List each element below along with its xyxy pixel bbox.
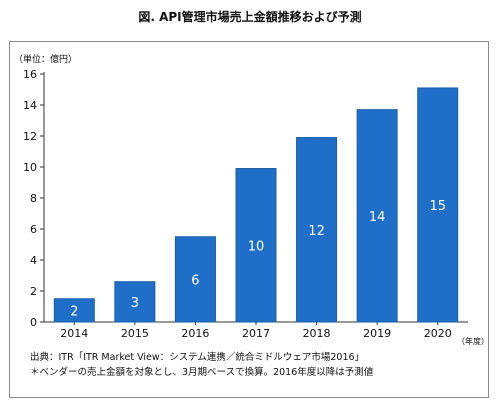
chart-title: 図. API管理市場売上金額推移および予測 [138, 10, 362, 24]
chart-notes: 出典：ITR「ITR Market View：システム連携／統合ミドルウェア市場… [30, 350, 373, 380]
bar-value-label: 15 [429, 199, 446, 214]
y-tick-label: 6 [30, 223, 37, 236]
x-tick-label: 2018 [303, 327, 331, 340]
source-note: 出典：ITR「ITR Market View：システム連携／統合ミドルウェア市場… [30, 352, 365, 363]
y-tick-label: 4 [30, 254, 37, 267]
y-tick-label: 0 [30, 316, 37, 329]
x-unit-label: （年度） [457, 337, 489, 346]
x-tick-label: 2016 [181, 327, 209, 340]
x-tick-label: 2015 [121, 327, 149, 340]
bar [356, 109, 398, 323]
bar [417, 87, 459, 323]
y-tick-label: 8 [30, 192, 37, 205]
x-tick-label: 2017 [242, 327, 270, 340]
y-tick-label: 2 [30, 285, 37, 298]
x-tick-label: 2019 [363, 327, 391, 340]
y-tick-label: 12 [23, 130, 37, 143]
bar [174, 236, 216, 323]
y-tick-label: 16 [23, 68, 37, 81]
y-tick-label: 14 [23, 99, 37, 112]
y-tick-label: 10 [23, 161, 37, 174]
bar-value-label: 12 [308, 224, 325, 239]
footnote: ＊ベンダーの売上金額を対象とし、3月期ベースで換算。2016年度以降は予測値 [30, 367, 374, 378]
bar-value-label: 2 [70, 304, 78, 319]
bar-value-label: 6 [191, 273, 199, 288]
bar-value-label: 3 [131, 296, 139, 311]
bar-value-label: 10 [248, 239, 265, 254]
x-tick-label: 2020 [424, 327, 452, 340]
y-unit-label: （単位：億円） [14, 55, 78, 65]
x-tick-label: 2014 [60, 327, 88, 340]
chart-frame [9, 41, 489, 398]
bar-value-label: 14 [369, 210, 386, 225]
